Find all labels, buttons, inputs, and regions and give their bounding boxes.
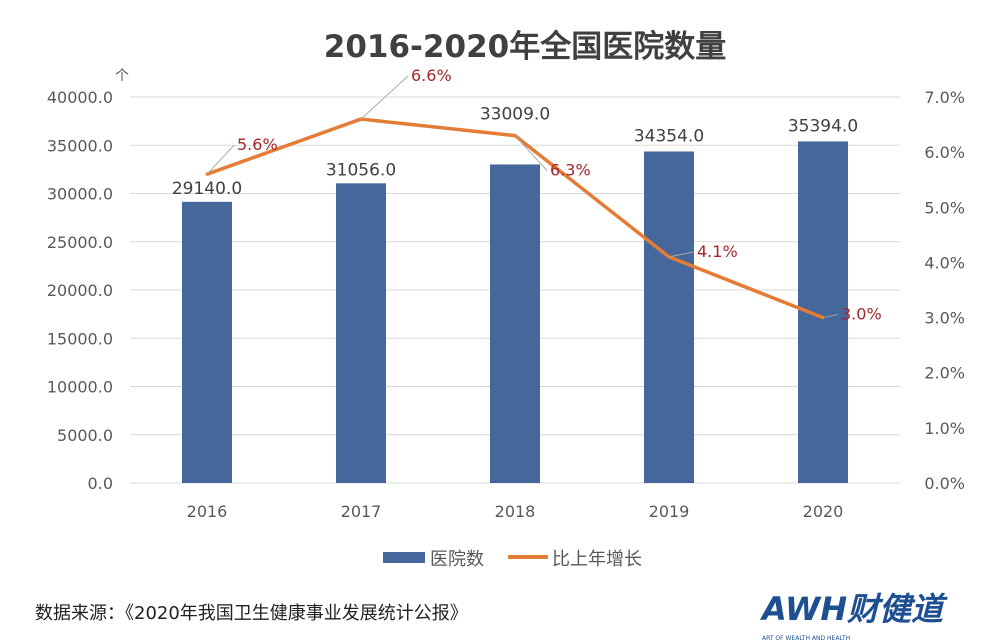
right-tick-label: 1.0% [924,419,965,438]
logo: AWH财健道 ART OF WEALTH AND HEALTH [759,590,948,642]
left-tick-label: 20000.0 [47,281,113,300]
right-tick-label: 6.0% [924,143,965,162]
leader-line [668,251,695,258]
leader-line [514,135,548,171]
left-tick-label: 40000.0 [47,88,113,107]
x-tick-label: 2020 [803,502,844,521]
left-tick-label: 25000.0 [47,233,113,252]
bar-value-label: 29140.0 [172,179,242,199]
left-axis-unit: 个 [115,68,129,84]
leader-line [822,314,839,319]
left-tick-label: 10000.0 [47,378,113,397]
x-tick-label: 2018 [495,502,536,521]
bar [490,164,540,484]
legend: 医院数 比上年增长 [383,549,642,570]
left-tick-label: 5000.0 [57,426,113,445]
bar-value-label: 31056.0 [326,160,396,180]
bar-value-label: 34354.0 [634,126,704,146]
legend-swatch-bar [383,552,425,563]
growth-value-label: 4.1% [697,242,738,261]
bar-value-label: 35394.0 [788,116,858,136]
chart-title: 2016-2020年全国医院数量 [324,29,726,65]
x-tick-label: 2019 [649,502,690,521]
right-tick-label: 0.0% [924,474,965,493]
growth-value-label: 6.6% [411,66,452,85]
bar [644,151,694,484]
right-tick-label: 5.0% [924,198,965,217]
logo-subtext: ART OF WEALTH AND HEALTH [762,635,850,642]
bar-value-label: 33009.0 [480,104,550,124]
leader-line [206,144,235,175]
growth-value-label: 3.0% [841,305,882,324]
right-tick-label: 4.0% [924,253,965,272]
x-tick-label: 2016 [187,502,228,521]
left-tick-label: 30000.0 [47,185,113,204]
right-tick-label: 2.0% [924,364,965,383]
x-tick-label: 2017 [341,502,382,521]
logo-mark: AWH财健道 [759,590,948,628]
left-tick-label: 35000.0 [47,136,113,155]
bar [336,183,386,483]
source-note: 数据来源：《2020年我国卫生健康事业发展统计公报》 [35,603,468,624]
left-tick-label: 0.0 [88,474,113,493]
growth-value-label: 5.6% [237,135,278,154]
left-tick-label: 15000.0 [47,329,113,348]
bar [182,201,232,483]
right-tick-label: 7.0% [924,88,965,107]
leader-line [360,75,409,120]
legend-label-bar: 医院数 [430,549,484,570]
right-tick-label: 3.0% [924,309,965,328]
growth-value-label: 6.3% [550,161,591,180]
legend-label-line: 比上年增长 [552,549,642,570]
